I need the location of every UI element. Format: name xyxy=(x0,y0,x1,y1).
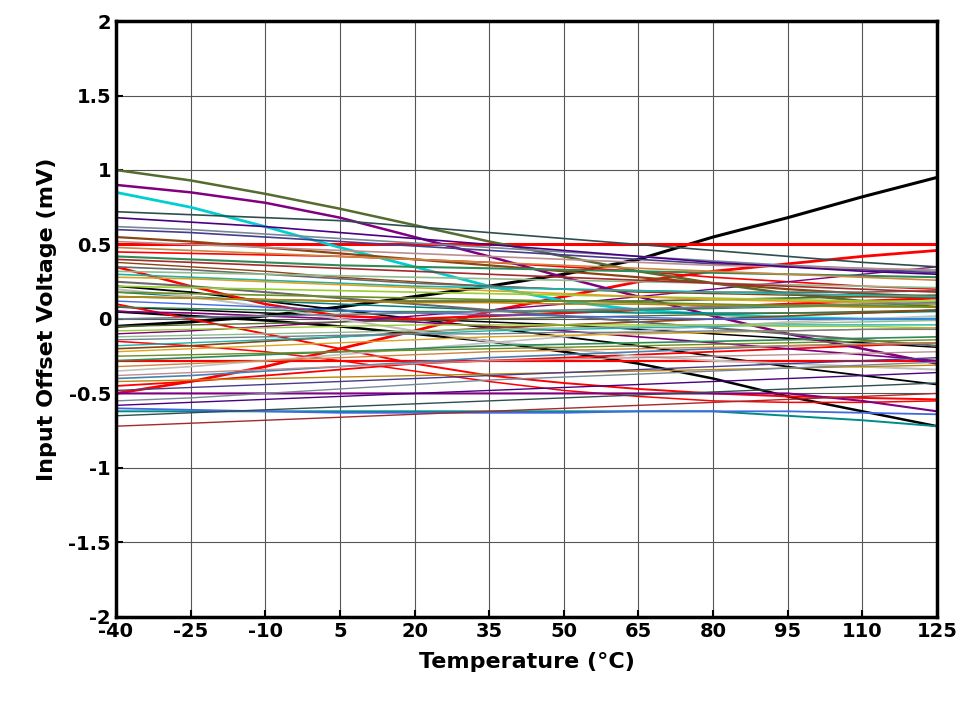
X-axis label: Temperature (°C): Temperature (°C) xyxy=(418,652,635,672)
Y-axis label: Input Offset Voltage (mV): Input Offset Voltage (mV) xyxy=(38,157,57,481)
